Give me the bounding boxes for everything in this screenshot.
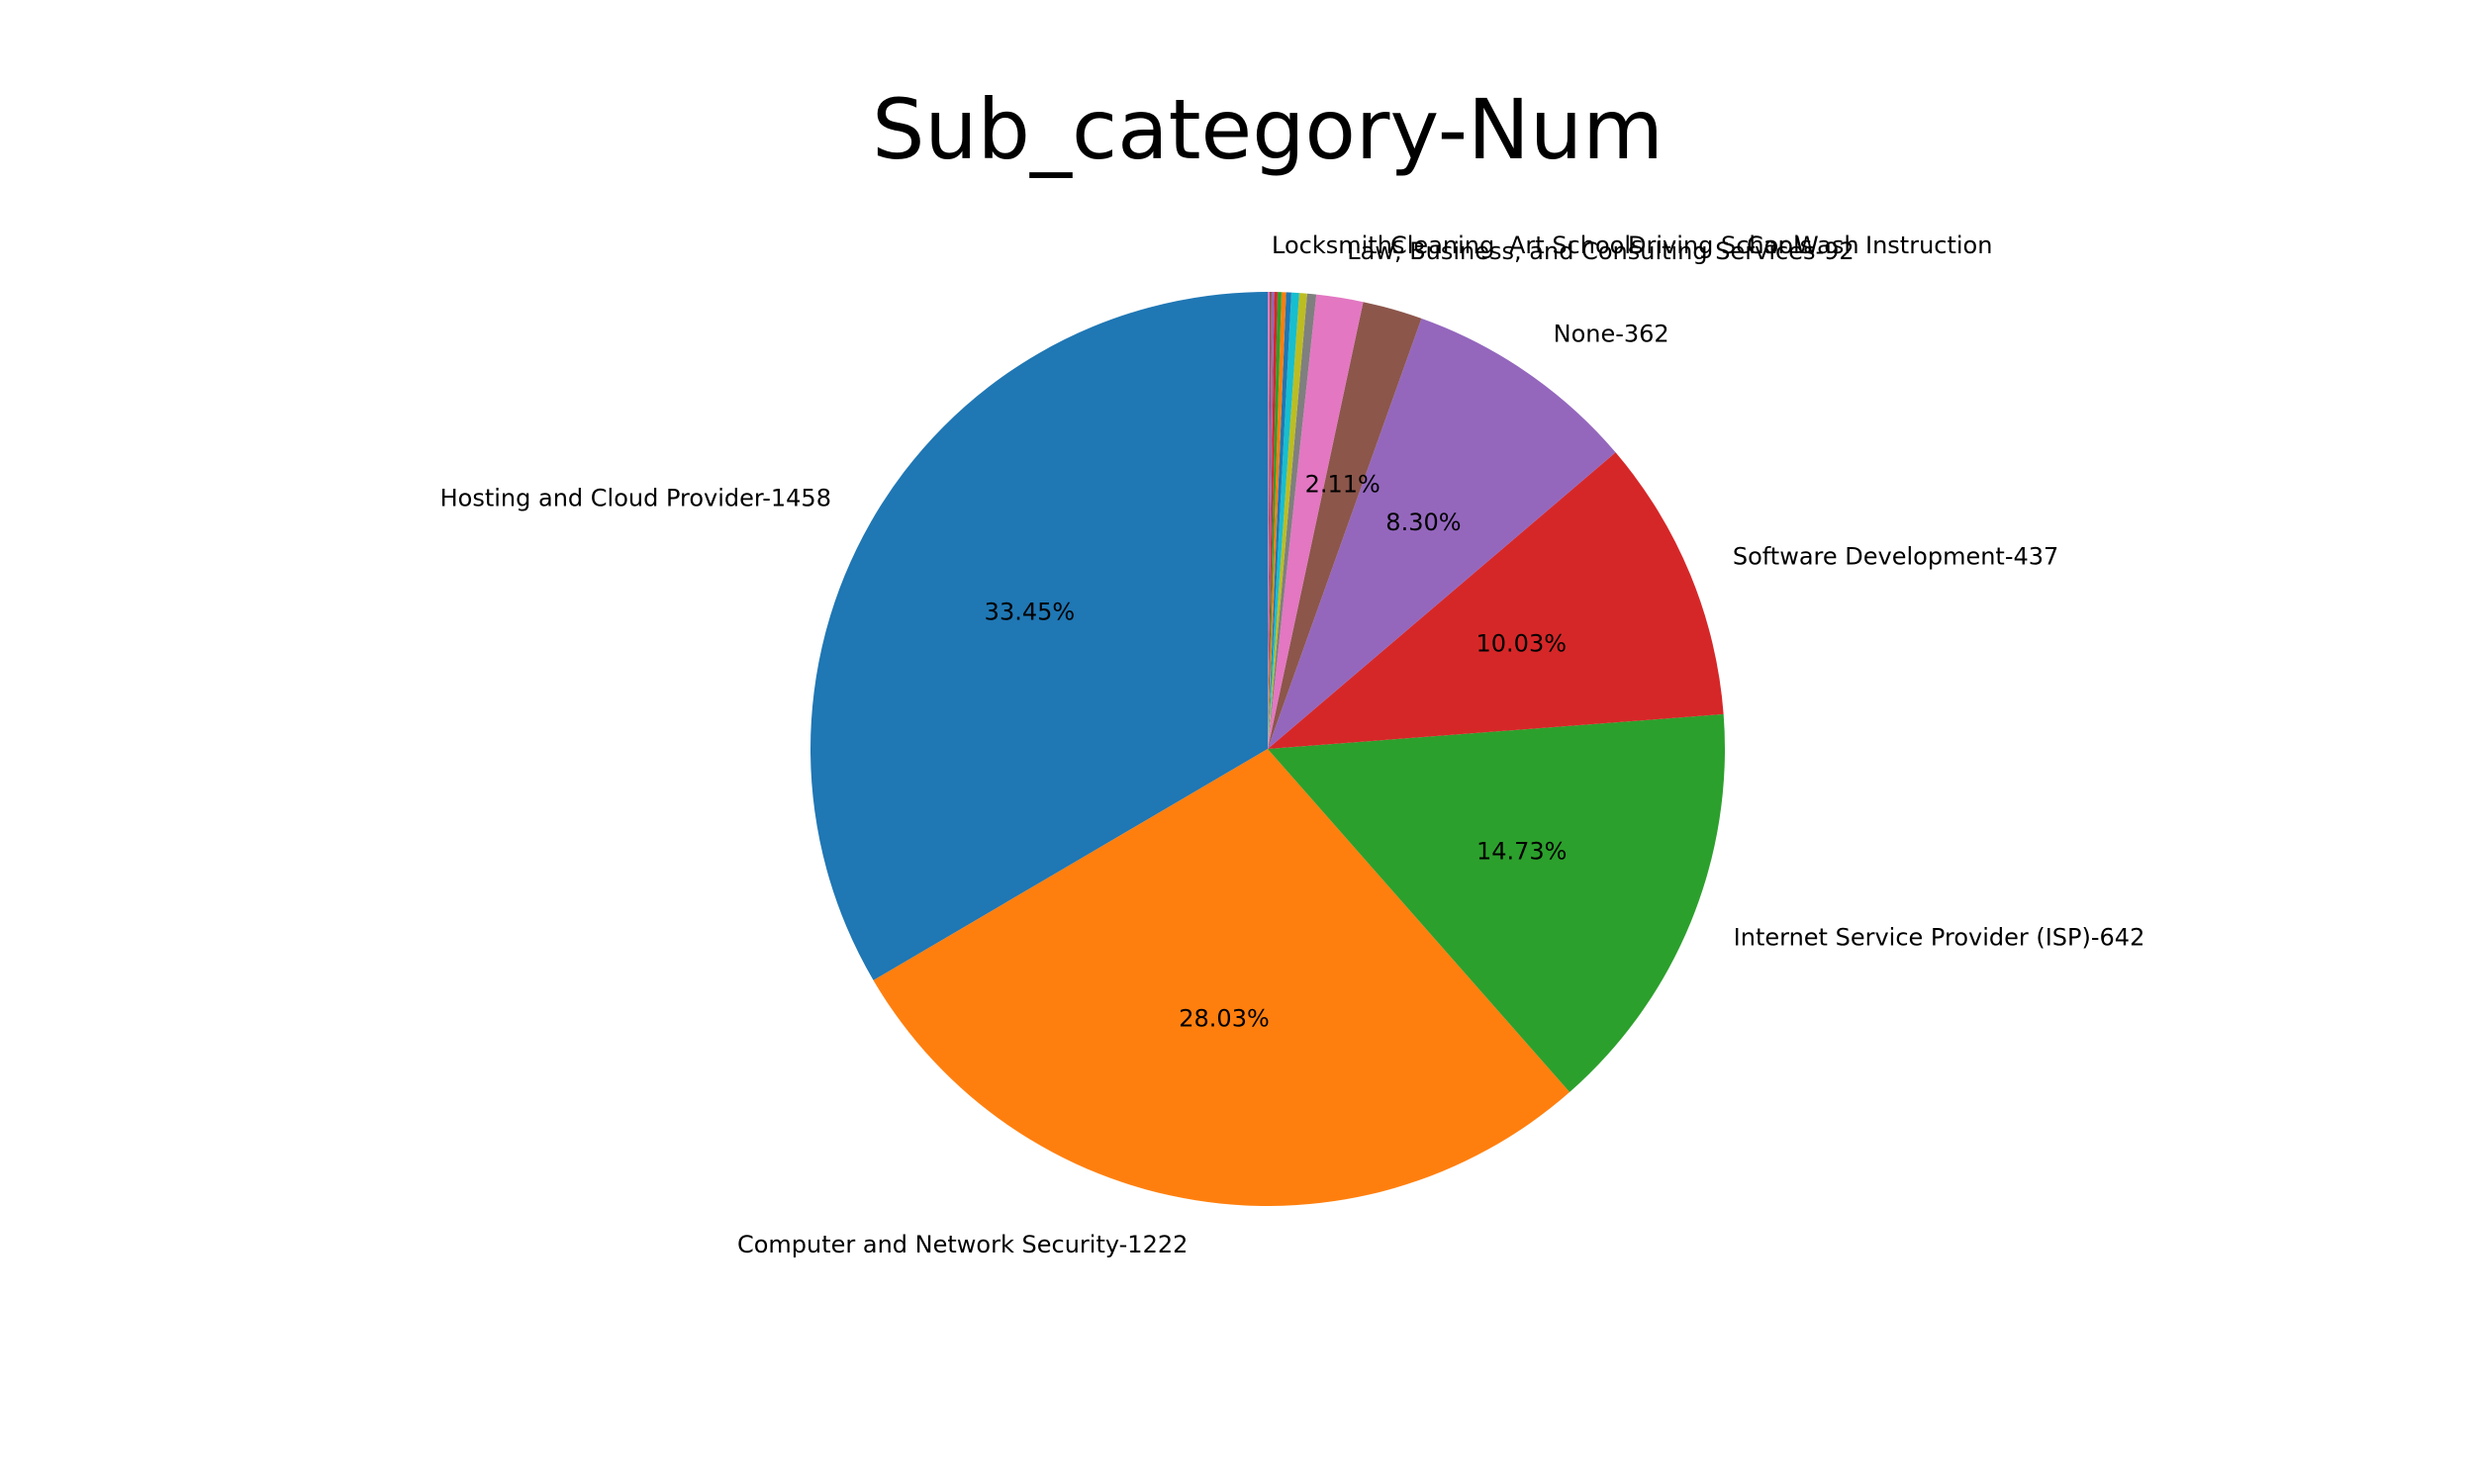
pie-slice <box>1268 452 1724 749</box>
slice-percent-label: 10.03% <box>1476 629 1568 657</box>
overlapping-slice-label: Car Wash <box>1747 232 1859 259</box>
slice-percent-label: 33.45% <box>985 598 1076 625</box>
pie-slice <box>1268 292 1272 749</box>
slice-percent-label: 2.11% <box>1305 470 1380 498</box>
pie-slice <box>1268 292 1278 749</box>
pie-slice <box>1268 293 1307 749</box>
pie-slice <box>1268 292 1286 749</box>
slice-label: None-362 <box>1554 321 1669 348</box>
pie-slice <box>1268 292 1275 749</box>
overlapping-slice-label: Locksmiths <box>1272 232 1404 259</box>
overlapping-slice-label: Art Schools <box>1509 232 1644 259</box>
pie-slice <box>1268 292 1282 749</box>
overlapping-slice-label: Cleaning <box>1390 232 1494 259</box>
pie-slice <box>1268 293 1317 749</box>
pie-slice <box>809 292 1268 980</box>
slice-percent-label: 14.73% <box>1476 838 1568 866</box>
pie-slice <box>1268 318 1616 749</box>
pie-slice <box>873 749 1570 1206</box>
slice-label: Computer and Network Security-1222 <box>737 1231 1188 1258</box>
slice-label: Internet Service Provider (ISP)-642 <box>1734 924 2145 952</box>
slice-percent-label: 28.03% <box>1179 1005 1270 1033</box>
pie-slice <box>1268 294 1364 749</box>
slice-label: Software Development-437 <box>1733 542 2058 570</box>
slice-percent-label: 8.30% <box>1385 509 1461 536</box>
pie-labels: Hosting and Cloud Provider-1458 33.45% Com… <box>440 237 2145 1258</box>
pie-slice <box>1268 713 1725 1092</box>
slice-label: Hosting and Cloud Provider-1458 <box>440 484 831 511</box>
pie-slice <box>1268 292 1299 749</box>
chart-title: Sub_category-Num <box>872 81 1664 178</box>
pie-slice <box>1268 302 1422 749</box>
pie-slice <box>1268 292 1270 749</box>
pie-slices <box>809 292 1725 1206</box>
overlapping-slice-label: Instruction <box>1865 232 1992 259</box>
slice-label: Law, Business, and Consulting Services-9… <box>1347 237 1854 265</box>
overlapping-slice-label: Driving Schools <box>1628 232 1812 259</box>
pie-slice <box>1268 292 1291 749</box>
